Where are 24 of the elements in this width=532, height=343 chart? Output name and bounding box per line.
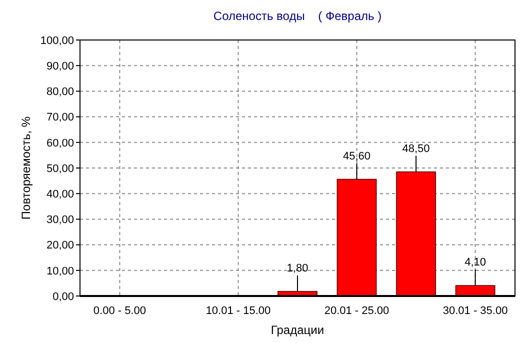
x-tick-label: 0.00 - 5.00 — [93, 305, 146, 317]
y-axis-title: Повторяемость, % — [19, 116, 33, 220]
y-tick-label: 0,00 — [52, 290, 74, 303]
bar — [396, 171, 436, 296]
y-tick-label: 50,00 — [46, 162, 74, 175]
y-tick-label: 80,00 — [46, 86, 74, 98]
data-label: 1,80 — [286, 262, 308, 274]
y-tick-label: 90,00 — [46, 60, 74, 72]
x-axis-title: Градации — [270, 323, 324, 337]
y-tick-label: 60,00 — [46, 137, 74, 150]
bar — [336, 178, 377, 296]
data-label: 48,50 — [402, 142, 430, 155]
y-tick-label: 40,00 — [46, 188, 74, 200]
data-label: 45,60 — [343, 150, 371, 162]
chart-title: Соленость воды ( Февраль ) — [213, 9, 382, 23]
y-tick-label: 70,00 — [46, 112, 74, 124]
x-tick-label: 10.01 - 15.00 — [206, 305, 271, 317]
data-label: 4,10 — [464, 256, 486, 269]
y-tick-label: 20,00 — [46, 240, 74, 252]
x-tick-label: 20.01 - 25.00 — [324, 305, 390, 317]
y-tick-label: 10,00 — [46, 265, 74, 278]
y-tick-label: 100,00 — [40, 34, 74, 47]
x-tick-label: 30.01 - 35.00 — [442, 305, 508, 317]
y-tick-label: 30,00 — [46, 214, 74, 226]
